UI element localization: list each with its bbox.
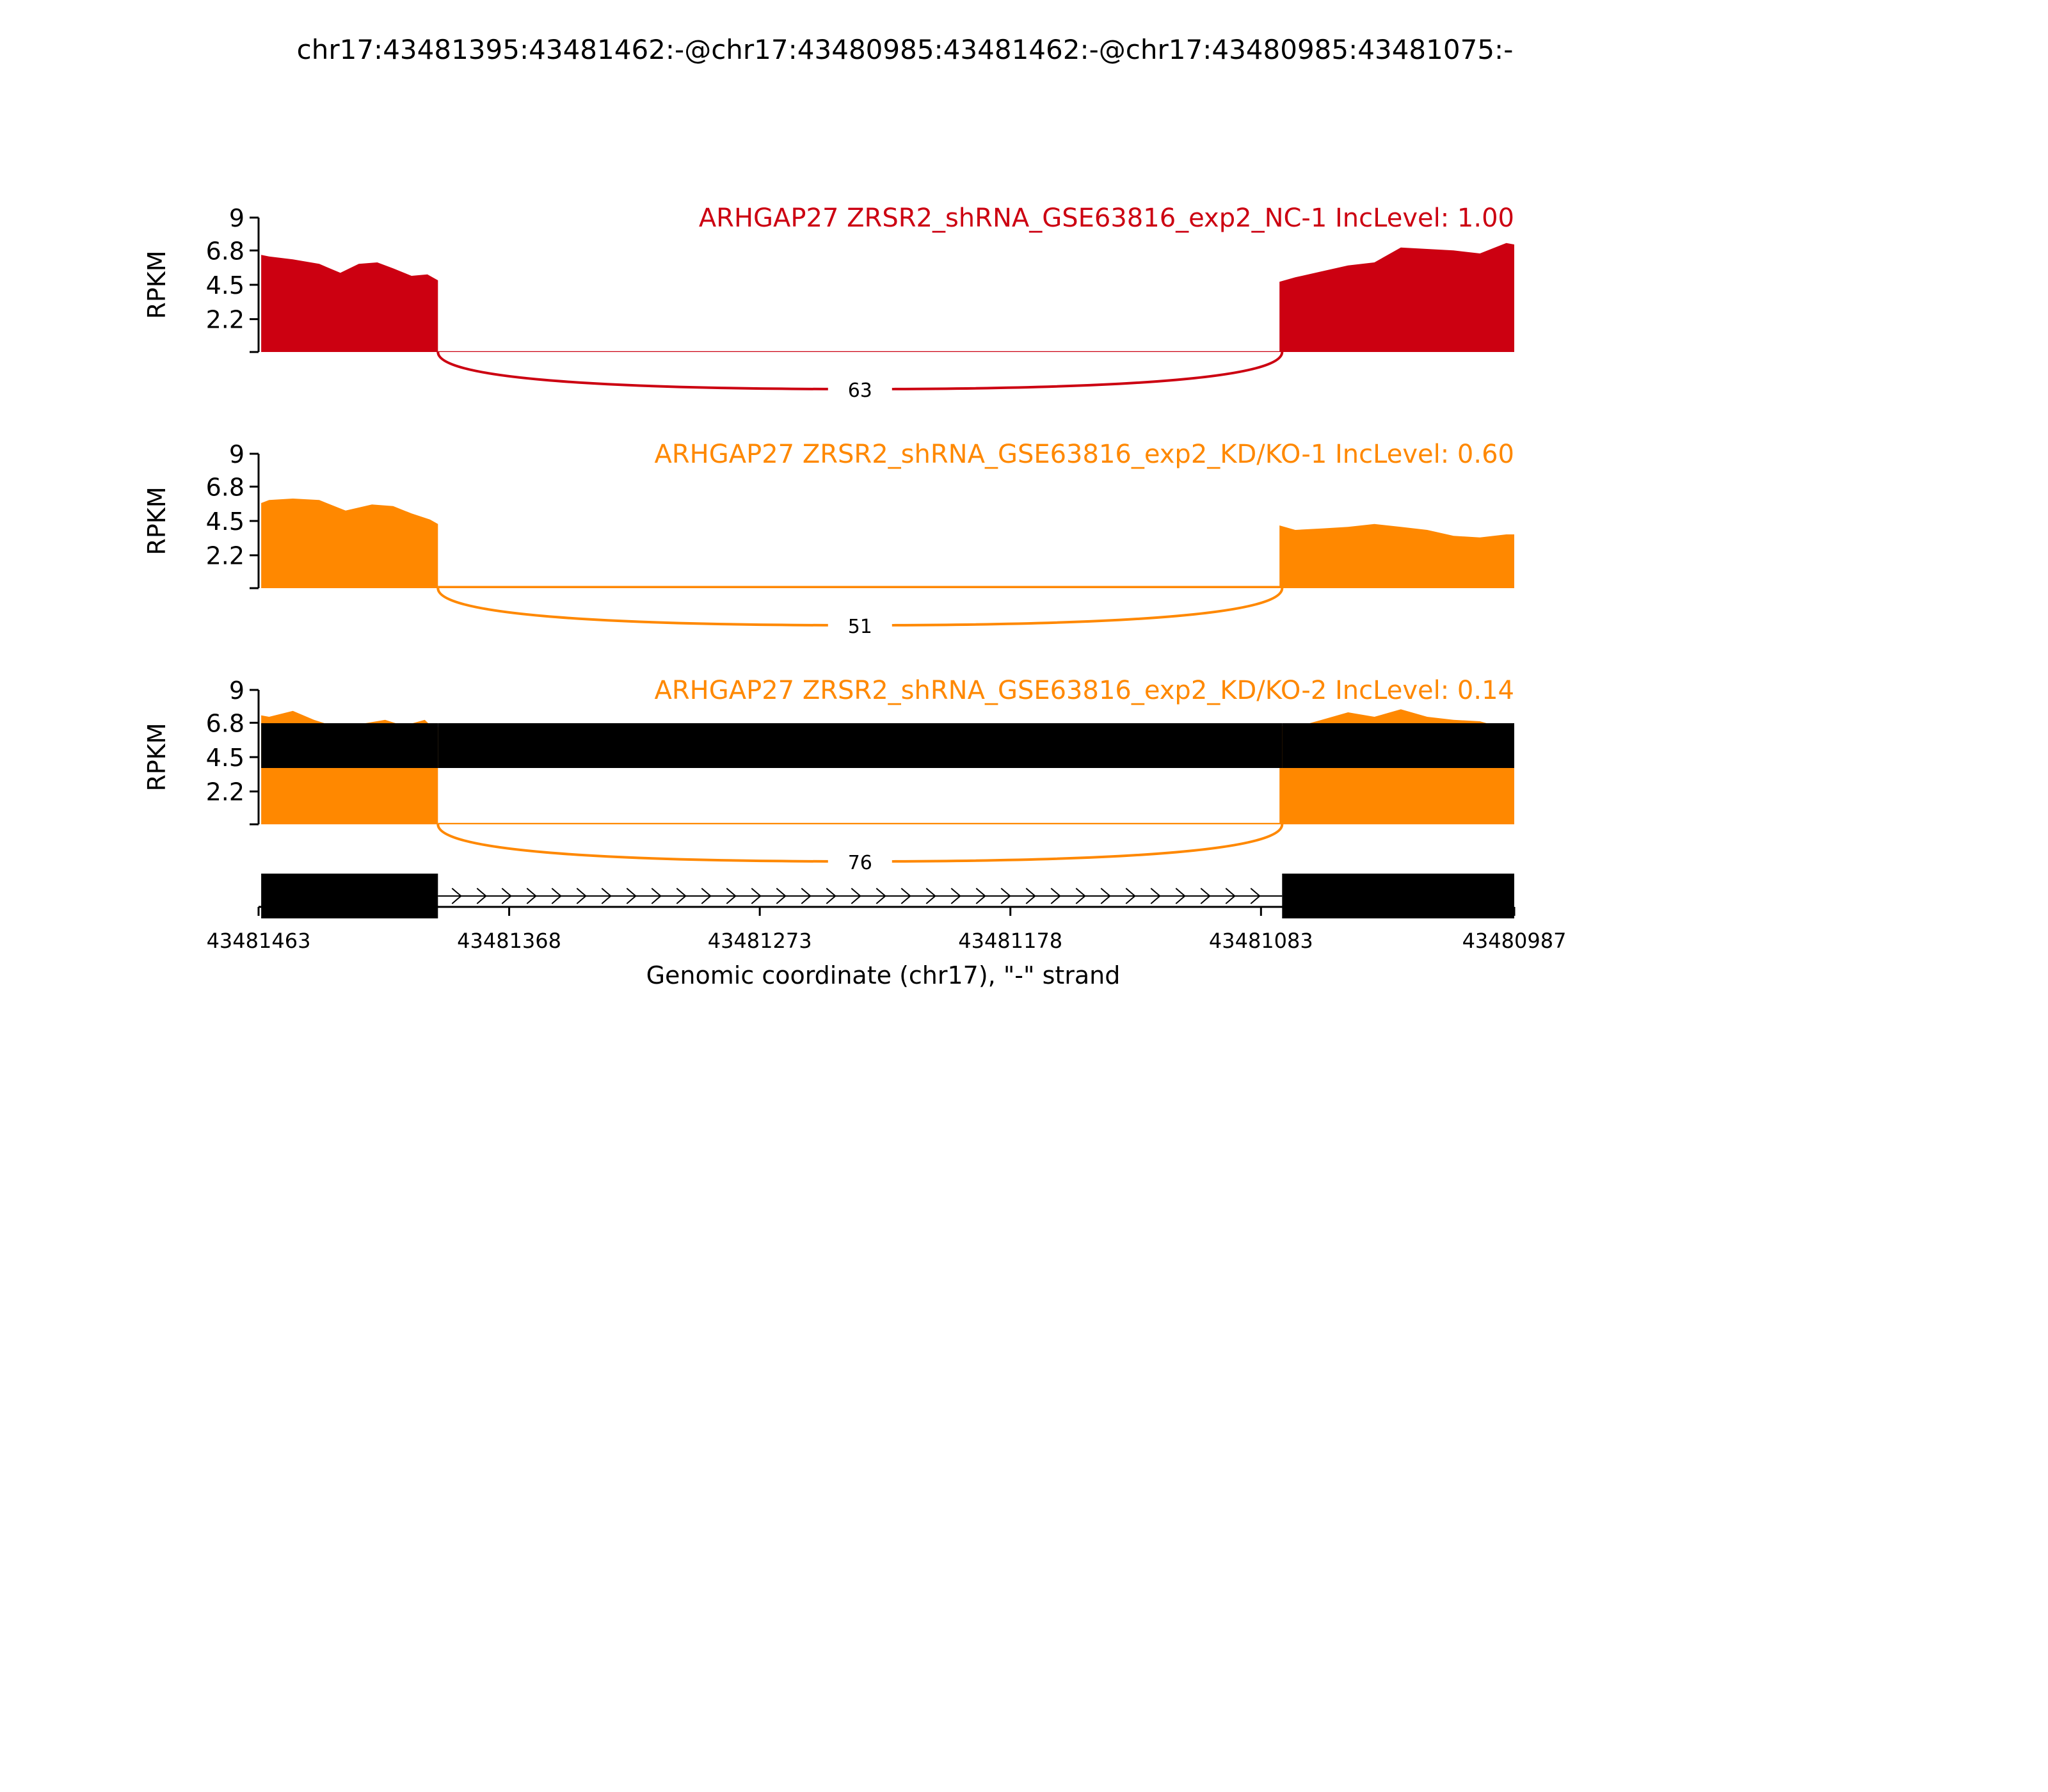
coverage-area-3-3 [438,822,1283,824]
y-axis-label-2: RPKM [143,486,171,555]
coverage-area-2-1 [261,499,438,588]
panel-2: 2.2 4.5 6.8 9 RPKM ARHGAP27 ZRSR2_shRNA_GSE63… [143,440,1514,638]
junction-count-bg-3 [828,849,892,874]
exon-1-3 [1282,723,1514,768]
x-tick-label-5: 43481083 [1209,929,1313,953]
panel-label-2: ARHGAP27 ZRSR2_shRNA_GSE63816_exp2_KD/KO… [655,440,1514,469]
x-tick-label-4: 43481178 [958,929,1062,953]
figure-title: chr17:43481395:43481462:-@chr17:43480985… [297,34,1514,65]
y-tick-label-2-1: 2.2 [206,542,244,570]
junction-count-bg-1 [828,376,892,402]
y-axis-label-1: RPKM [143,250,171,319]
y-tick-label-1-1: 2.2 [206,306,244,334]
panel-label-3: ARHGAP27 ZRSR2_shRNA_GSE63816_exp2_KD/KO… [655,676,1514,705]
y-tick-label-3-2: 4.5 [206,744,244,772]
junction-count-1: 63 [848,380,872,402]
junction-count-2: 51 [848,616,872,638]
y-tick-label-2-3: 6.8 [206,473,244,501]
x-axis-label: Genomic coordinate (chr17), "-" strand [646,961,1121,989]
exon-2-2 [1282,874,1514,918]
panel-3: 2.2 4.5 6.8 9 RPKM ARHGAP27 ZRSR2_shRNA_GSE63… [143,676,1514,874]
x-tick-label-3: 43481273 [708,929,812,953]
coverage-panels: 2.2 4.5 6.8 9 RPKM ARHGAP27 ZRSR2_shRNA_GSE63… [143,204,1514,874]
exon-1-1 [261,723,438,768]
gene-model-track [261,723,1514,918]
x-tick-label-1: 43481463 [207,929,311,953]
y-axis-label-3: RPKM [143,723,171,791]
junction-count-3: 76 [848,852,872,874]
x-axis: 43481463 43481368 43481273 43481178 43481083… [207,906,1567,953]
y-tick-label-1-3: 6.8 [206,237,244,265]
y-tick-label-2-4: 9 [229,440,244,468]
coverage-area-1-1 [261,255,438,352]
coverage-area-2-3 [438,586,1283,588]
y-tick-label-2-2: 4.5 [206,508,244,536]
y-tick-label-3-3: 6.8 [206,709,244,737]
strand-chevrons-2 [451,888,1261,904]
y-tick-label-3-1: 2.2 [206,778,244,806]
transcript-1 [261,723,1514,768]
junction-count-bg-2 [828,612,892,638]
panel-label-1: ARHGAP27 ZRSR2_shRNA_GSE63816_exp2_NC-1 … [699,204,1514,233]
exon-2-1 [261,874,438,918]
coverage-area-1-2 [1279,243,1514,352]
y-tick-label-3-4: 9 [229,676,244,705]
x-tick-label-6: 43480987 [1462,929,1567,953]
y-tick-label-1-2: 4.5 [206,271,244,300]
transcript-2 [261,874,1514,918]
exon-1-2 [438,723,1283,768]
coverage-area-2-2 [1279,524,1514,588]
coverage-area-1-3 [438,351,1283,352]
y-tick-label-1-4: 9 [229,204,244,232]
panel-1: 2.2 4.5 6.8 9 RPKM ARHGAP27 ZRSR2_shRNA_GSE63… [143,204,1514,402]
x-tick-label-2: 43481368 [457,929,561,953]
